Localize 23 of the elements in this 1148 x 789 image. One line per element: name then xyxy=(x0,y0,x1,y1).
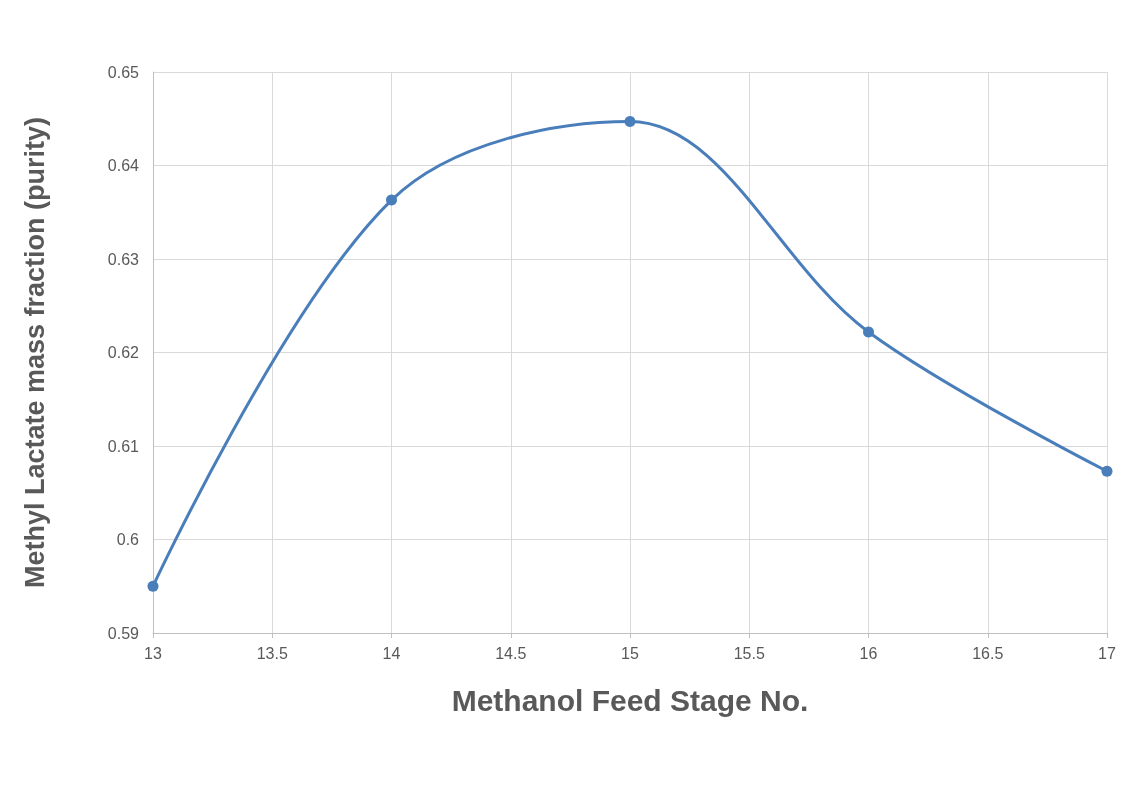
point xyxy=(624,116,636,128)
point xyxy=(386,194,397,206)
y-tick-label: 0.61 xyxy=(107,437,140,455)
y-tick-label: 0.65 xyxy=(107,63,140,81)
x-tick-label: 13.5 xyxy=(256,644,288,662)
x-tick-label: 17 xyxy=(1098,644,1116,662)
x-tick-label: 14.5 xyxy=(495,644,527,662)
x-tick-label: 16 xyxy=(859,644,878,662)
y-tick-label: 0.6 xyxy=(116,531,140,548)
y-tick-label: 0.64 xyxy=(107,157,140,174)
x-axis-title: Methanol Feed Stage No. xyxy=(451,683,809,717)
point xyxy=(1101,465,1113,477)
x-tick-label: 14 xyxy=(382,644,401,662)
point xyxy=(147,580,159,592)
y-tick-label: 0.63 xyxy=(107,250,140,268)
x-tick-label: 16.5 xyxy=(972,644,1004,662)
x-tick-label: 15.5 xyxy=(733,644,765,662)
y-axis-title: Methyl Lactate mass fraction (purity) xyxy=(19,116,50,589)
x-tick-label: 13 xyxy=(144,644,162,662)
y-tick-label: 0.59 xyxy=(107,624,140,642)
y-tick-label: 0.62 xyxy=(107,344,140,361)
point xyxy=(863,326,874,338)
x-tick-label: 15 xyxy=(621,644,639,662)
